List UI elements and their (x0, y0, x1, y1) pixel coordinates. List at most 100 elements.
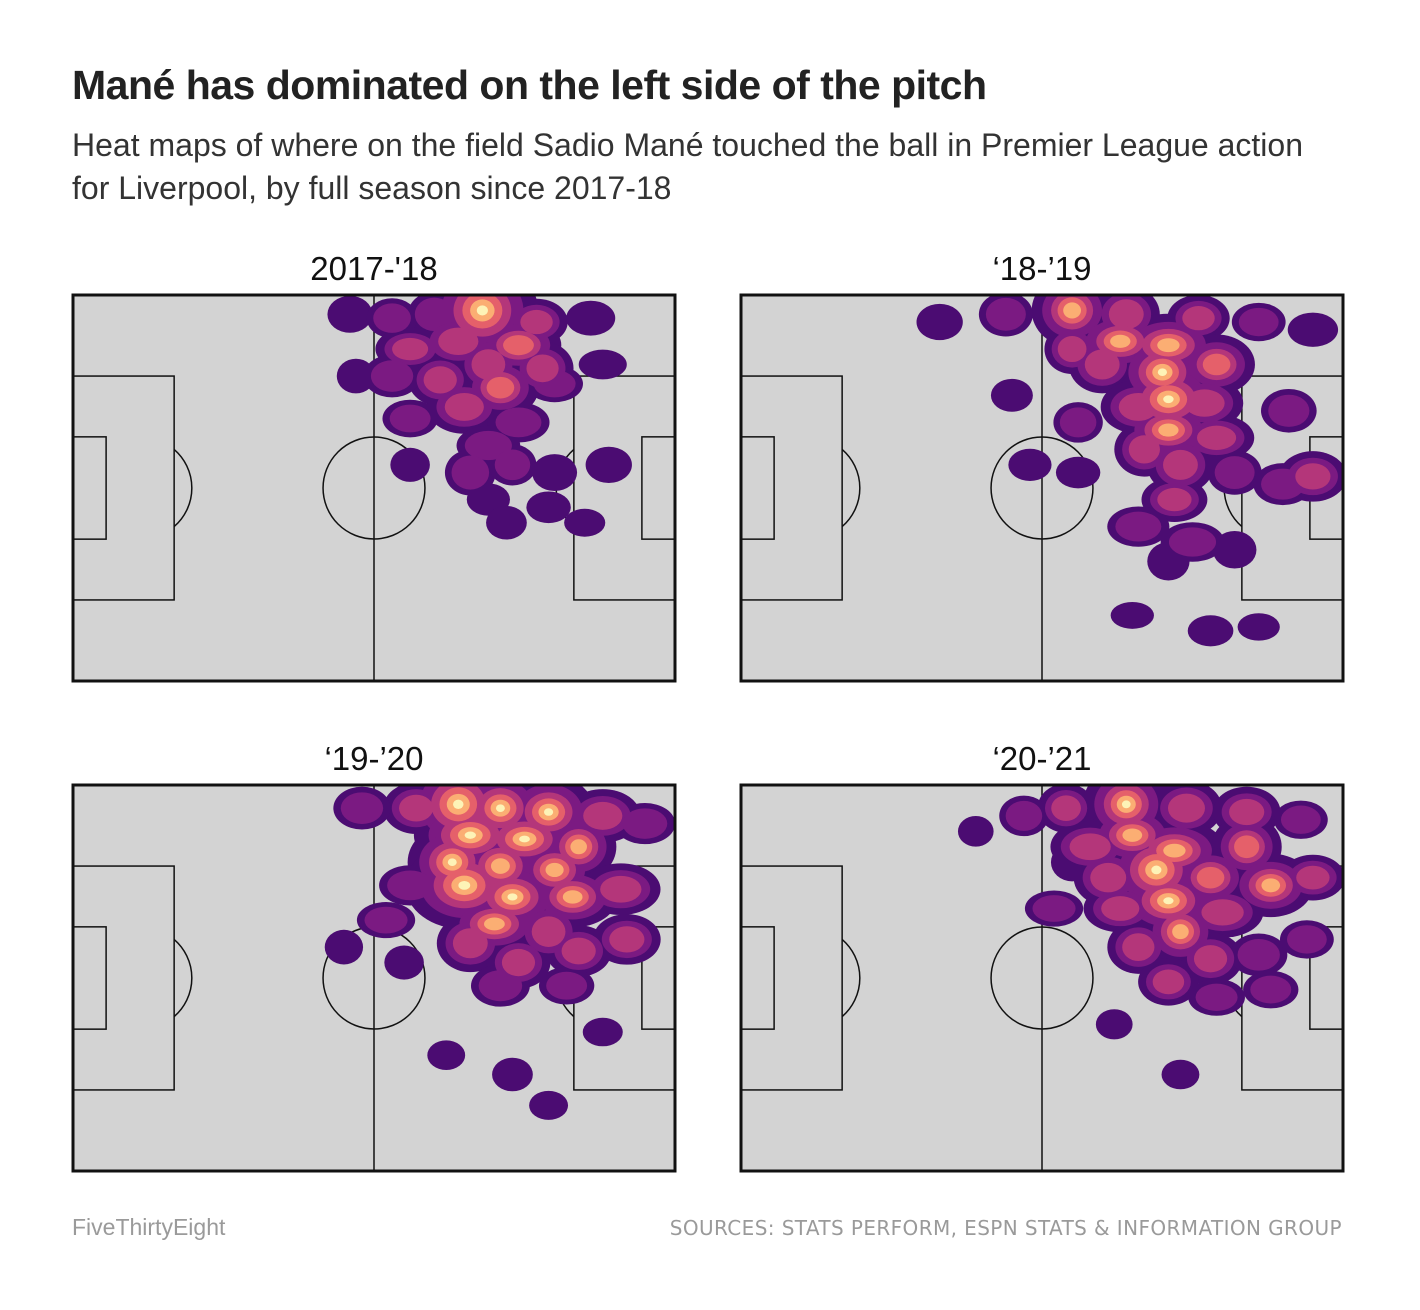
heat-spot (1196, 866, 1225, 889)
heat-spot (1168, 527, 1217, 557)
heat-spot (990, 378, 1033, 412)
heat-spot (622, 808, 668, 839)
panel-title: ‘19-’20 (324, 740, 424, 777)
heat-spot (543, 808, 554, 816)
heat-spot (545, 862, 564, 878)
heat-spot (373, 303, 411, 333)
heat-spot (486, 506, 527, 540)
center-circle (990, 926, 1094, 1030)
heat-spot (387, 870, 434, 901)
heat-spot (585, 446, 632, 483)
heat-spot (495, 804, 505, 813)
heat-spot (531, 916, 566, 947)
heat-spot (562, 890, 583, 904)
heat-spot (532, 454, 578, 492)
heat-spot (1122, 933, 1155, 962)
heat-spot (1055, 456, 1101, 489)
heat-spot (1122, 828, 1143, 842)
heat-spot (583, 801, 623, 830)
heat-spot (389, 404, 431, 433)
chart-title: Mané has dominated on the left side of t… (72, 62, 987, 108)
heat-spot (582, 1017, 623, 1047)
heat-spot (1287, 312, 1339, 347)
heat-spot (1212, 530, 1257, 569)
heat-spot (1202, 353, 1231, 376)
center-circle (990, 436, 1094, 540)
heat-spot (1229, 798, 1265, 826)
heat-spot (423, 366, 457, 394)
sources-note: SOURCES: STATS PERFORM, ESPN STATS & INF… (669, 1216, 1342, 1240)
heat-spot (1163, 897, 1174, 905)
pitch-border (739, 293, 1345, 683)
left-penalty-arc (841, 448, 861, 528)
heat-spot (1032, 895, 1076, 922)
heat-spot (1193, 945, 1228, 973)
pitch-border (71, 783, 677, 1173)
heat-spot (501, 948, 536, 977)
heat-spot (1280, 805, 1321, 834)
pitch-border (71, 293, 677, 683)
heat-spot (1151, 865, 1162, 875)
heat-spot (427, 1040, 466, 1071)
heat-spot (1005, 800, 1043, 831)
heat-spot (464, 430, 512, 461)
panel-title: ‘20-’21 (992, 740, 1092, 777)
heat-spot (1295, 463, 1331, 490)
heat-spot (478, 970, 523, 1002)
heat-spot (566, 300, 616, 336)
heat-spot (494, 449, 531, 481)
heat-spot (1051, 795, 1081, 821)
heat-spot (916, 303, 963, 341)
left-penalty-arc (173, 448, 193, 528)
heat-spot (1237, 939, 1280, 971)
heat-spot (1118, 392, 1158, 421)
heat-spot (1008, 448, 1052, 481)
pitch-heatmap (71, 293, 677, 683)
heat-spot (1084, 349, 1120, 380)
heat-spot (1161, 1059, 1200, 1090)
pitch-heatmap (739, 783, 1345, 1173)
pitch-heatmap (71, 783, 677, 1173)
heat-spot (447, 858, 457, 867)
heat-spot (484, 917, 505, 931)
heat-spot (370, 360, 414, 392)
heat-layer (327, 295, 632, 540)
heat-spot (1095, 1009, 1133, 1040)
heat-spot (1237, 613, 1280, 641)
heat-spot (609, 926, 645, 953)
heat-spot (561, 937, 596, 965)
heat-spot (957, 815, 994, 847)
heat-spot (336, 358, 376, 394)
heat-spot (458, 880, 471, 890)
heat-layer (916, 295, 1343, 647)
heat-spot (507, 893, 518, 901)
heat-spot (526, 354, 559, 383)
heat-spot (414, 297, 454, 332)
heat-spot (1121, 800, 1131, 809)
heat-spot (1187, 615, 1234, 647)
heat-spot (1172, 924, 1189, 940)
center-circle (322, 436, 426, 540)
heat-spot (1261, 468, 1305, 500)
heat-spot (471, 349, 506, 380)
heat-spot (1063, 302, 1081, 319)
heat-spot (1163, 843, 1186, 858)
heat-spot (324, 929, 364, 965)
heat-spot (1268, 394, 1310, 427)
heat-spot (1158, 423, 1179, 437)
heat-spot (564, 508, 606, 537)
heat-spot (451, 455, 490, 490)
heat-spot (519, 835, 530, 843)
heat-spot (546, 971, 588, 1000)
heat-spot (1110, 334, 1131, 348)
heat-spot (1108, 299, 1144, 330)
heat-spot (1296, 865, 1330, 890)
panel-title: 2017-'18 (310, 250, 438, 287)
heat-spot (399, 794, 434, 822)
panel-title: ‘18-’19 (992, 250, 1092, 287)
heat-spot (464, 831, 476, 839)
heat-spot (1182, 306, 1215, 331)
heat-spot (985, 297, 1026, 331)
heat-spot (529, 1090, 569, 1120)
heat-spot (526, 491, 571, 524)
